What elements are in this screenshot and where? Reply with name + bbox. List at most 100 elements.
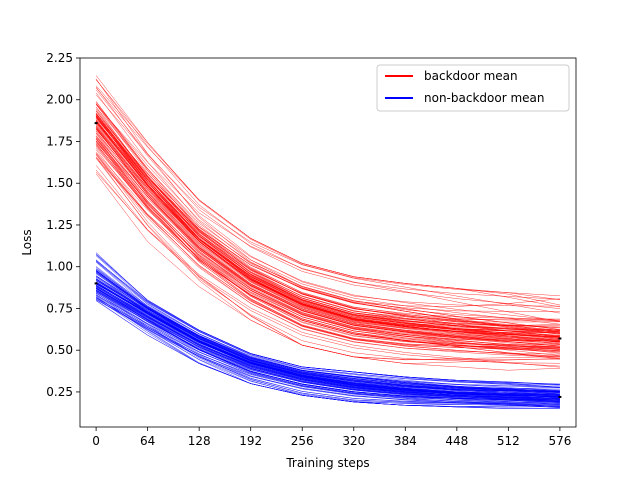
- backdoor-run-line: [95, 120, 560, 337]
- y-tick-label: 2.00: [46, 93, 73, 107]
- non-backdoor-run-line: [95, 259, 560, 388]
- backdoor-run-line: [95, 127, 560, 342]
- backdoor-run-line: [95, 121, 560, 338]
- backdoor-run-line: [95, 101, 560, 320]
- non-backdoor-run-line: [95, 260, 560, 388]
- non-backdoor-run-line: [95, 268, 560, 392]
- legend-label-backdoor: backdoor mean: [424, 69, 518, 83]
- x-tick-label: 192: [239, 434, 262, 448]
- y-tick-label: 0.50: [46, 343, 73, 357]
- non-backdoor-run-line: [95, 268, 560, 392]
- y-tick-label: 2.25: [46, 51, 73, 65]
- backdoor-run-line: [95, 92, 560, 312]
- non-backdoor-run-line: [95, 283, 560, 398]
- legend-box: [376, 64, 570, 112]
- non-backdoor-run-line: [95, 285, 560, 399]
- non-backdoor-run-line: [95, 278, 560, 396]
- backdoor-run-line: [95, 121, 560, 338]
- backdoor-run-line: [95, 85, 560, 306]
- legend: backdoor mean non-backdoor mean: [376, 64, 570, 112]
- non-backdoor-run-line: [95, 287, 560, 401]
- backdoor-run-line: [95, 136, 560, 347]
- backdoor-run-line: [95, 86, 560, 307]
- backdoor-run-line: [95, 113, 560, 331]
- backdoor-run-line: [95, 135, 560, 346]
- plot-frame: [79, 57, 577, 428]
- non-backdoor-run-line: [95, 270, 560, 392]
- x-tick-label: 320: [342, 434, 365, 448]
- backdoor-run-line: [95, 137, 560, 348]
- y-tick-label: 0.75: [46, 301, 73, 315]
- non-backdoor-run-line: [95, 299, 560, 408]
- y-axis-ticks: 0.25 0.50 0.75 1.00 1.25 1.50 1.75 2.00 2.25: [46, 51, 80, 399]
- non-backdoor-run-line: [95, 282, 560, 397]
- backdoor-run-line: [95, 151, 560, 356]
- backdoor-run-line: [95, 117, 560, 334]
- backdoor-run-line: [95, 139, 560, 349]
- backdoor-run-line: [95, 108, 560, 326]
- legend-label-non-backdoor: non-backdoor mean: [424, 91, 544, 105]
- x-axis-ticks: 0 64 128 192 256 320 384 448 512 576: [92, 427, 571, 448]
- backdoor-run-line: [95, 126, 560, 341]
- non-backdoor-run-line: [95, 290, 560, 403]
- x-axis-label: Training steps: [285, 456, 369, 470]
- backdoor-run-line: [95, 89, 560, 309]
- backdoor-run-line: [95, 119, 560, 336]
- backdoor-run-line: [95, 132, 560, 345]
- non-backdoor-run-line: [95, 268, 560, 391]
- mean-markers: [94, 122, 562, 398]
- non-backdoor-run-line: [95, 283, 560, 398]
- y-axis-label: Loss: [20, 229, 34, 255]
- non-backdoor-run-line: [95, 294, 560, 405]
- x-tick-label: 0: [92, 434, 100, 448]
- backdoor-run-line: [95, 120, 560, 337]
- non-backdoor-run-line: [95, 292, 560, 404]
- x-tick-label: 384: [394, 434, 417, 448]
- backdoor-run-line: [95, 137, 560, 348]
- backdoor-run-line: [95, 165, 560, 364]
- non-backdoor-run-line: [95, 261, 560, 388]
- backdoor-run-line: [95, 111, 560, 329]
- backdoor-run-line: [95, 120, 560, 337]
- non-backdoor-run-line: [95, 255, 560, 386]
- individual-runs: [95, 75, 560, 409]
- non-backdoor-run-line: [95, 273, 560, 394]
- non-backdoor-run-line: [95, 287, 560, 401]
- backdoor-run-line: [95, 143, 560, 351]
- non-backdoor-run-line: [95, 293, 560, 404]
- backdoor-run-line: [95, 104, 560, 323]
- non-backdoor-run-line: [95, 285, 560, 399]
- non-backdoor-run-line: [95, 297, 560, 407]
- non-backdoor-run-line: [95, 286, 560, 400]
- backdoor-run-line: [95, 156, 560, 359]
- backdoor-run-line: [95, 114, 560, 331]
- backdoor-run-line: [95, 153, 560, 361]
- non-backdoor-run-line: [95, 296, 560, 407]
- backdoor-run-line: [95, 114, 560, 332]
- backdoor-run-line: [95, 94, 560, 314]
- non-backdoor-run-line: [95, 290, 560, 402]
- backdoor-run-line: [95, 103, 560, 322]
- y-tick-label: 1.00: [46, 260, 73, 274]
- backdoor-run-line: [95, 107, 560, 327]
- backdoor-run-line: [95, 133, 560, 345]
- backdoor-run-line: [95, 127, 560, 342]
- y-tick-label: 0.25: [46, 385, 73, 399]
- backdoor-run-line: [95, 128, 560, 342]
- x-tick-label: 576: [548, 434, 571, 448]
- non-backdoor-run-line: [95, 284, 560, 399]
- backdoor-run-line: [95, 152, 560, 357]
- backdoor-run-line: [95, 154, 560, 358]
- x-tick-label: 128: [188, 434, 211, 448]
- backdoor-run-line: [95, 119, 560, 336]
- x-tick-label: 512: [497, 434, 520, 448]
- backdoor-run-line: [95, 79, 560, 300]
- backdoor-run-line: [95, 106, 560, 325]
- y-tick-label: 1.75: [46, 134, 73, 148]
- y-tick-label: 1.50: [46, 176, 73, 190]
- backdoor-run-line: [95, 103, 560, 321]
- backdoor-run-line: [95, 125, 560, 341]
- backdoor-run-line: [95, 171, 560, 368]
- backdoor-run-line: [95, 122, 560, 339]
